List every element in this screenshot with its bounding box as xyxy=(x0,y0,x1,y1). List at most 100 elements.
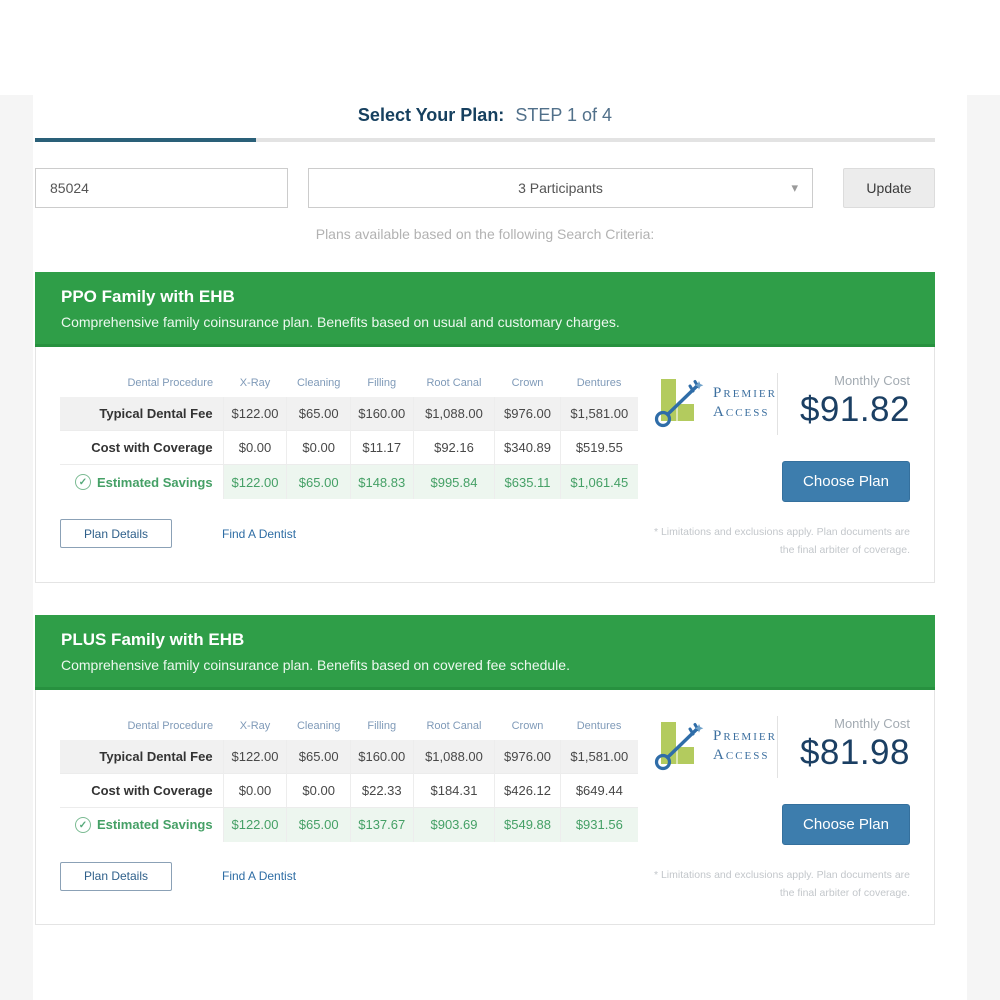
fee-cell: $931.56 xyxy=(559,807,639,842)
choose-plan-button[interactable]: Choose Plan xyxy=(782,461,910,502)
plan-details-button[interactable]: Plan Details xyxy=(60,861,172,891)
plan-card-body: Dental Procedure X-Ray Cleaning Filling … xyxy=(35,347,935,583)
check-circle-icon: ✓ xyxy=(74,816,91,833)
choose-plan-row: Choose Plan xyxy=(652,461,910,502)
row-label: Cost with Coverage xyxy=(60,772,224,808)
premier-access-logo: Premier Access xyxy=(652,373,777,429)
check-circle-icon: ✓ xyxy=(74,474,91,490)
monthly-cost-label: Monthly Cost xyxy=(834,715,910,731)
column-header: X-Ray xyxy=(239,377,271,389)
disclaimer-line1: * Limitations and exclusions apply. Plan… xyxy=(653,868,910,881)
row-label: ✓ Estimated Savings xyxy=(60,464,224,499)
fee-cell: $995.84 xyxy=(412,464,495,499)
column-header: Dentures xyxy=(576,377,622,389)
choose-plan-button[interactable]: Choose Plan xyxy=(782,803,910,845)
zip-code-input[interactable] xyxy=(35,168,288,208)
fee-cell: $426.12 xyxy=(494,772,561,808)
brand-line2: Access xyxy=(713,746,770,763)
plan-description: Comprehensive family coinsurance plan. B… xyxy=(61,656,570,673)
column-header: Dental Procedure xyxy=(127,377,214,389)
fee-table-header-row: Dental Procedure X-Ray Cleaning Filling … xyxy=(60,716,638,740)
fee-cell: $65.00 xyxy=(286,739,351,774)
column-header: Dentures xyxy=(576,719,622,732)
fee-cell: $65.00 xyxy=(286,397,351,431)
fee-table-section: Dental Procedure X-Ray Cleaning Filling … xyxy=(60,373,639,560)
fee-cell: $65.00 xyxy=(286,464,351,499)
fee-cell: $0.00 xyxy=(222,430,287,465)
page-left-margin xyxy=(0,95,33,1000)
fee-cell: $122.00 xyxy=(222,397,287,431)
cost-with-coverage-row: Cost with Coverage $0.00 $0.00 $22.33 $1… xyxy=(60,772,639,808)
fee-cell: $92.16 xyxy=(412,430,495,465)
column-header: Root Canal xyxy=(426,377,482,389)
key-logo-icon xyxy=(654,379,704,428)
cost-with-coverage-row: Cost with Coverage $0.00 $0.00 $11.17 $9… xyxy=(60,430,639,465)
fee-cell: $137.67 xyxy=(349,807,414,842)
fee-cell: $0.00 xyxy=(286,430,351,465)
choose-plan-row: Choose Plan xyxy=(652,803,910,845)
fee-cell: $11.17 xyxy=(349,430,414,465)
plan-details-button[interactable]: Plan Details xyxy=(60,519,172,548)
column-header: Root Canal xyxy=(426,719,482,732)
disclaimer-line2: the final arbiter of coverage. xyxy=(779,543,910,556)
fee-table: Dental Procedure X-Ray Cleaning Filling … xyxy=(60,373,639,499)
plan-links: Plan Details Find A Dentist xyxy=(60,519,638,548)
participants-dropdown[interactable]: 3 Participants ▾ xyxy=(308,168,813,208)
fee-cell: $122.00 xyxy=(222,464,287,499)
plan-disclaimer: * Limitations and exclusions apply. Plan… xyxy=(654,524,910,560)
plan-price-section: Premier Access Monthly Cost $81.98 Choos… xyxy=(638,715,910,903)
fee-cell: $549.88 xyxy=(494,807,561,842)
page-title-step: STEP 1 of 4 xyxy=(515,105,613,125)
fee-cell: $0.00 xyxy=(222,772,287,808)
plan-selection-page: Select Your Plan: STEP 1 of 4 3 Particip… xyxy=(35,0,935,926)
monthly-cost-value: $91.82 xyxy=(799,390,910,429)
column-header: Filling xyxy=(367,377,397,389)
page-title-main: Select Your Plan: xyxy=(357,105,505,125)
page-right-margin xyxy=(967,95,1000,1000)
estimated-savings-row: ✓ Estimated Savings $122.00 $65.00 $148.… xyxy=(60,464,639,499)
column-header: X-Ray xyxy=(239,719,271,732)
typical-fee-row: Typical Dental Fee $122.00 $65.00 $160.0… xyxy=(60,739,639,774)
fee-cell: $148.83 xyxy=(349,464,414,499)
plan-card-ppo: PPO Family with EHB Comprehensive family… xyxy=(35,272,935,583)
fee-cell: $976.00 xyxy=(494,739,561,774)
premier-access-logo: Premier Access xyxy=(652,716,777,772)
column-header: Crown xyxy=(511,719,544,732)
fee-cell: $903.69 xyxy=(412,807,495,842)
fee-cell: $184.31 xyxy=(412,772,495,808)
row-label: Typical Dental Fee xyxy=(60,397,224,431)
plan-card-body: Dental Procedure X-Ray Cleaning Filling … xyxy=(35,689,935,926)
brand-line1: Premier xyxy=(713,385,777,402)
step-progress-fill xyxy=(35,138,256,142)
fee-cell: $635.11 xyxy=(494,464,561,499)
row-label: Typical Dental Fee xyxy=(60,739,224,774)
participants-value: 3 Participants xyxy=(518,180,603,196)
plan-card-header: PPO Family with EHB Comprehensive family… xyxy=(35,272,935,347)
brand-wordmark: Premier Access xyxy=(713,384,777,422)
find-a-dentist-link[interactable]: Find A Dentist xyxy=(222,526,297,541)
fee-cell: $160.00 xyxy=(349,739,414,774)
brand-wordmark: Premier Access xyxy=(713,727,777,765)
brand-line1: Premier xyxy=(713,727,777,744)
plan-links: Plan Details Find A Dentist xyxy=(60,861,638,891)
row-label: ✓ Estimated Savings xyxy=(60,807,224,842)
fee-cell: $160.00 xyxy=(349,397,414,431)
fee-cell: $1,581.00 xyxy=(559,739,639,774)
fee-cell: $1,088.00 xyxy=(412,397,495,431)
fee-cell: $1,088.00 xyxy=(412,739,495,774)
column-header: Dental Procedure xyxy=(127,719,214,732)
fee-table-section: Dental Procedure X-Ray Cleaning Filling … xyxy=(60,716,639,903)
column-header: Cleaning xyxy=(296,719,341,732)
savings-label-text: Estimated Savings xyxy=(96,474,213,490)
disclaimer-line1: * Limitations and exclusions apply. Plan… xyxy=(653,526,910,538)
fee-cell: $1,581.00 xyxy=(559,397,639,431)
disclaimer-line2: the final arbiter of coverage. xyxy=(779,886,910,899)
update-button[interactable]: Update xyxy=(843,168,935,208)
fee-cell: $122.00 xyxy=(222,739,287,774)
monthly-cost-value: $81.98 xyxy=(799,732,910,772)
column-header: Cleaning xyxy=(296,377,341,389)
row-label: Cost with Coverage xyxy=(60,430,224,465)
find-a-dentist-link[interactable]: Find A Dentist xyxy=(222,869,297,884)
price-row: Premier Access Monthly Cost $81.98 xyxy=(652,715,910,778)
monthly-cost-block: Monthly Cost $91.82 xyxy=(776,373,910,435)
